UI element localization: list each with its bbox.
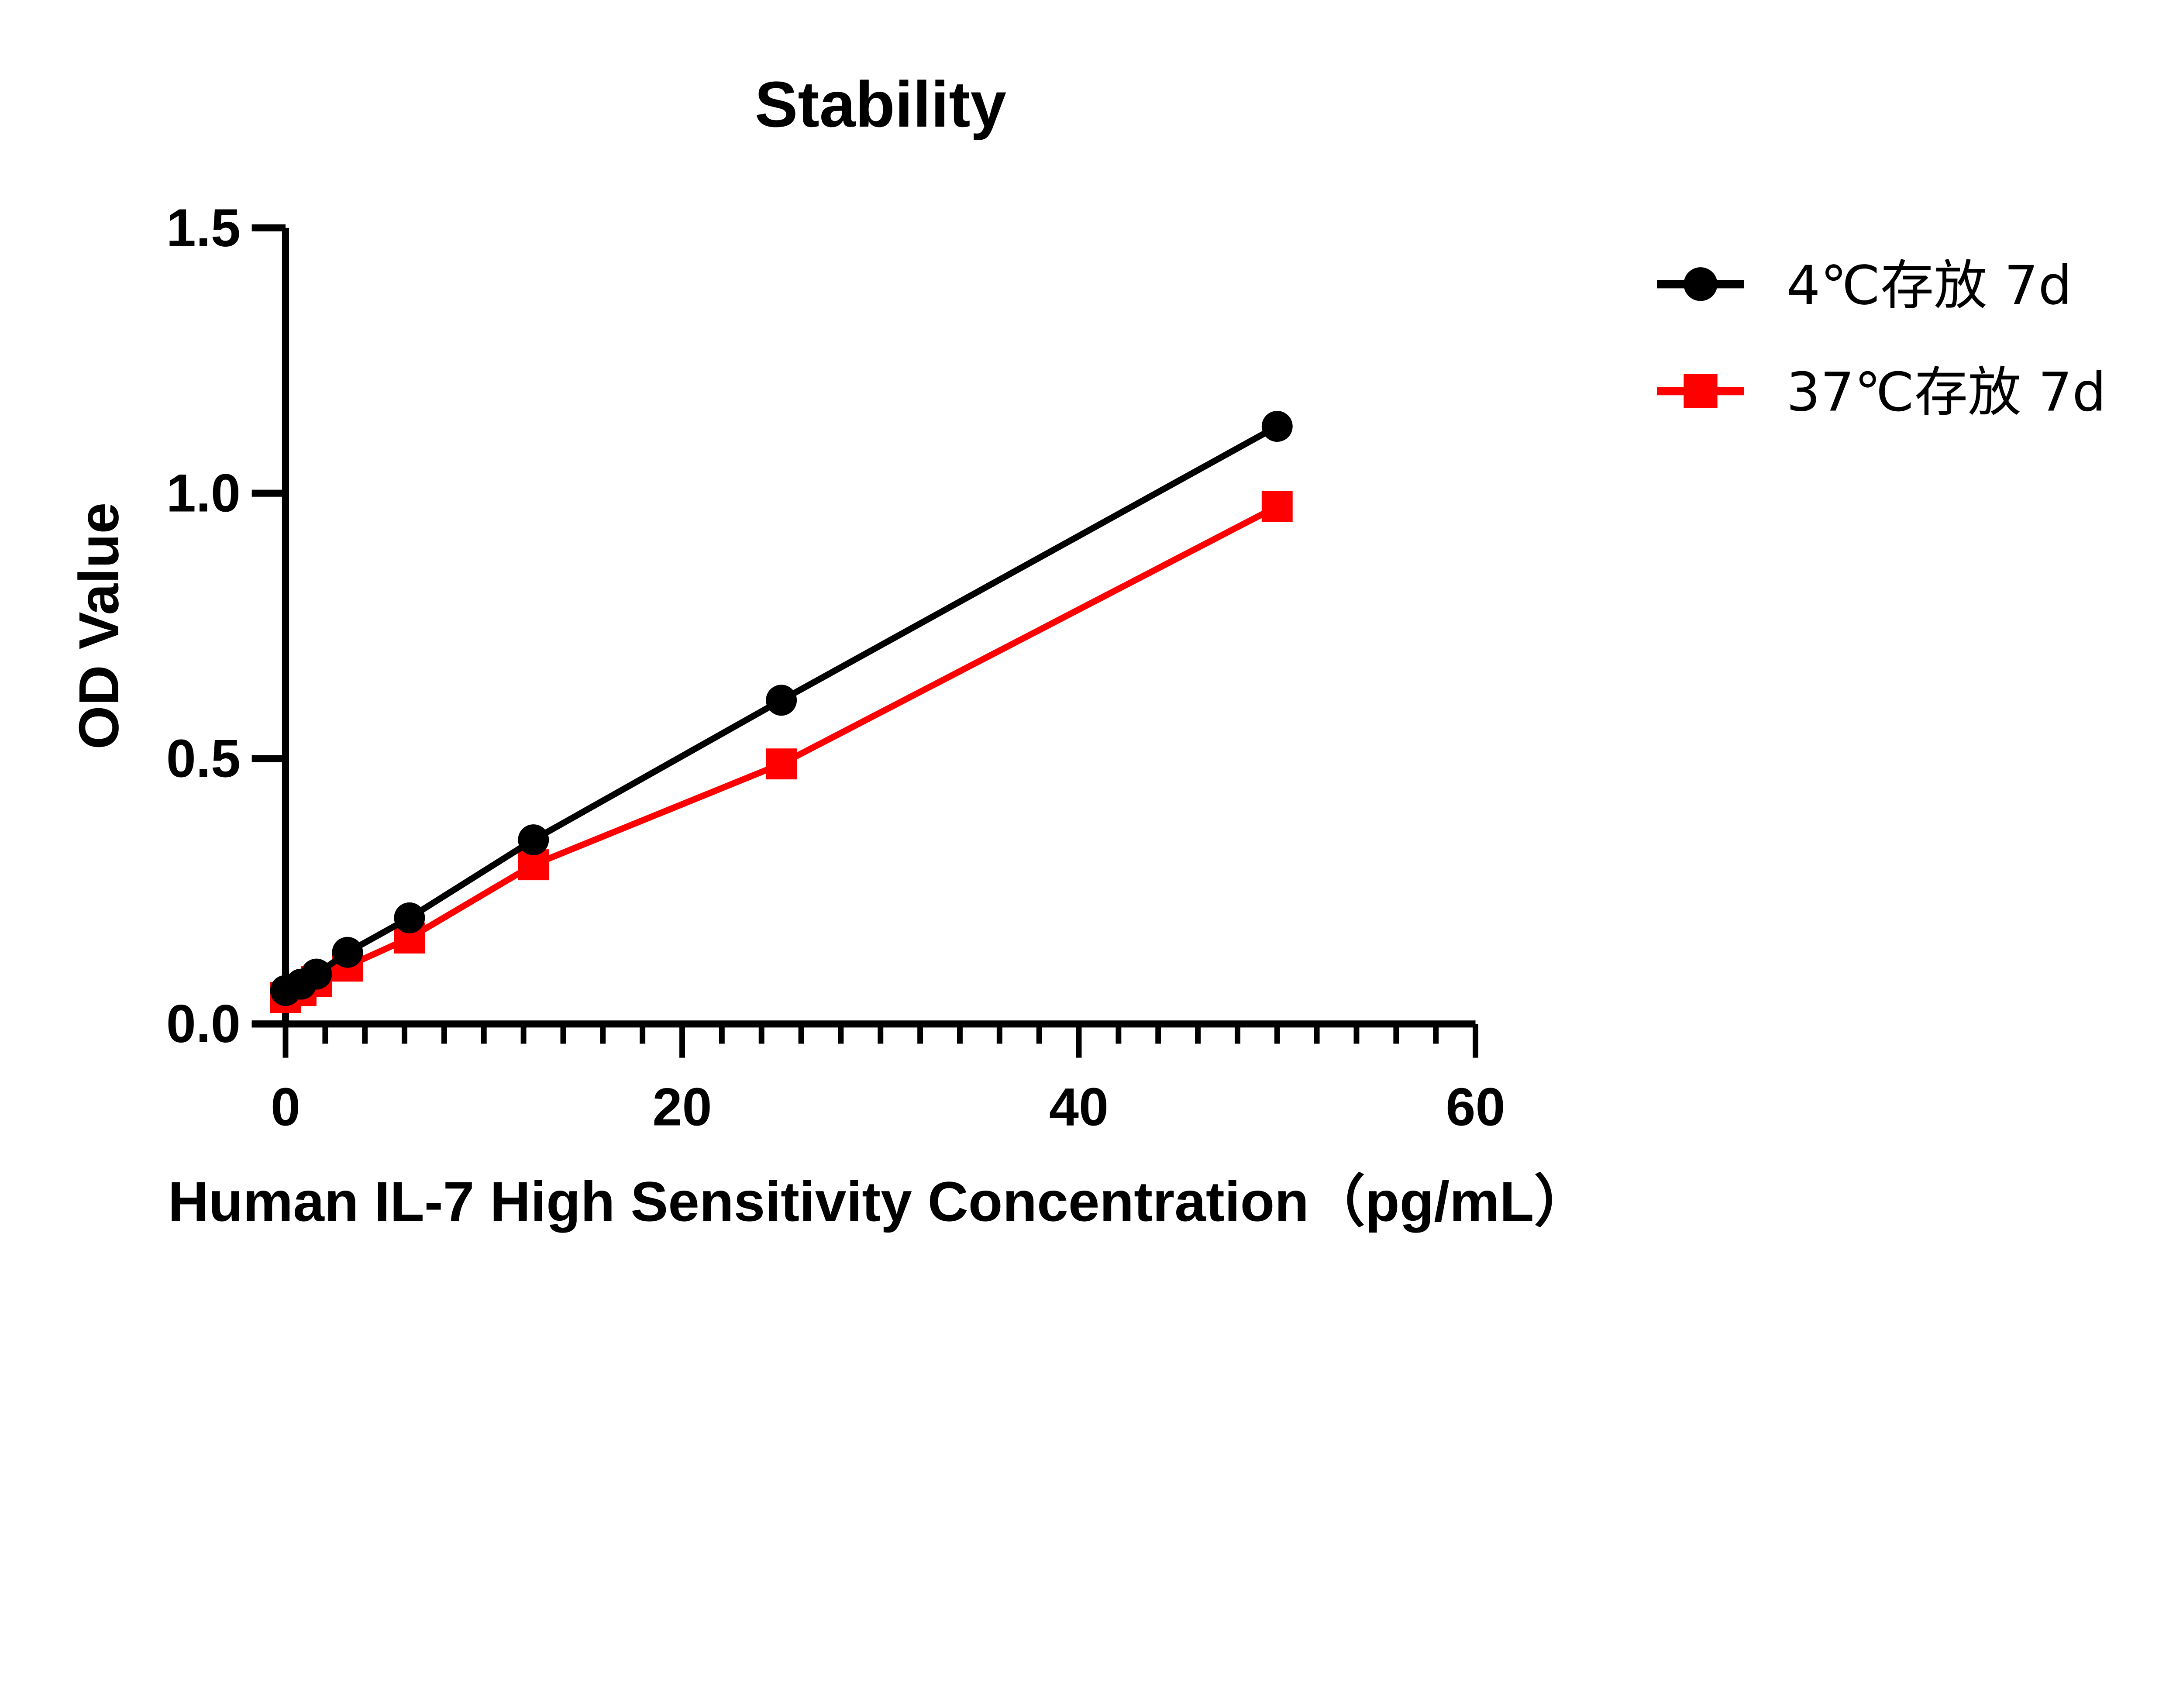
legend-label: 4℃存放 7d [1786,254,2072,317]
data-point [766,685,797,716]
y-tick-label: 1.5 [166,198,241,258]
data-point [1261,491,1293,522]
x-tick-label: 60 [1446,1077,1505,1136]
y-tick-label: 1.0 [166,463,241,523]
legend-label: 37℃存放 7d [1786,361,2106,424]
data-point [518,824,549,855]
legend-marker [1684,374,1718,408]
x-axis: 0 20 40 60 [251,1020,1505,1136]
x-axis-label: Human IL-7 High Sensitivity Concentratio… [168,1170,1590,1233]
legend: 4℃存放 7d 37℃存放 7d [1657,254,2106,424]
plot-series [270,411,1293,1013]
legend-marker [1684,267,1718,301]
x-tick-label: 40 [1049,1077,1109,1136]
data-point [766,748,797,780]
y-tick-label: 0.5 [166,728,241,788]
x-tick-label: 0 [271,1077,300,1136]
data-point [301,958,332,990]
x-tick-label: 20 [652,1077,712,1136]
chart-title: Stability [755,69,1006,141]
legend-item: 4℃存放 7d [1657,254,2072,317]
chart: Stability 0.00.51.01.5 0 20 40 60 OD Value … [68,69,2106,1233]
legend-item: 37℃存放 7d [1657,361,2106,424]
data-point [394,902,425,933]
y-tick-label: 0.0 [166,994,241,1054]
data-point [1261,411,1293,442]
y-axis-label: OD Value [68,503,131,750]
data-point [332,937,363,968]
y-axis: 0.0 0.5 1.0 1.5 [166,198,289,1054]
